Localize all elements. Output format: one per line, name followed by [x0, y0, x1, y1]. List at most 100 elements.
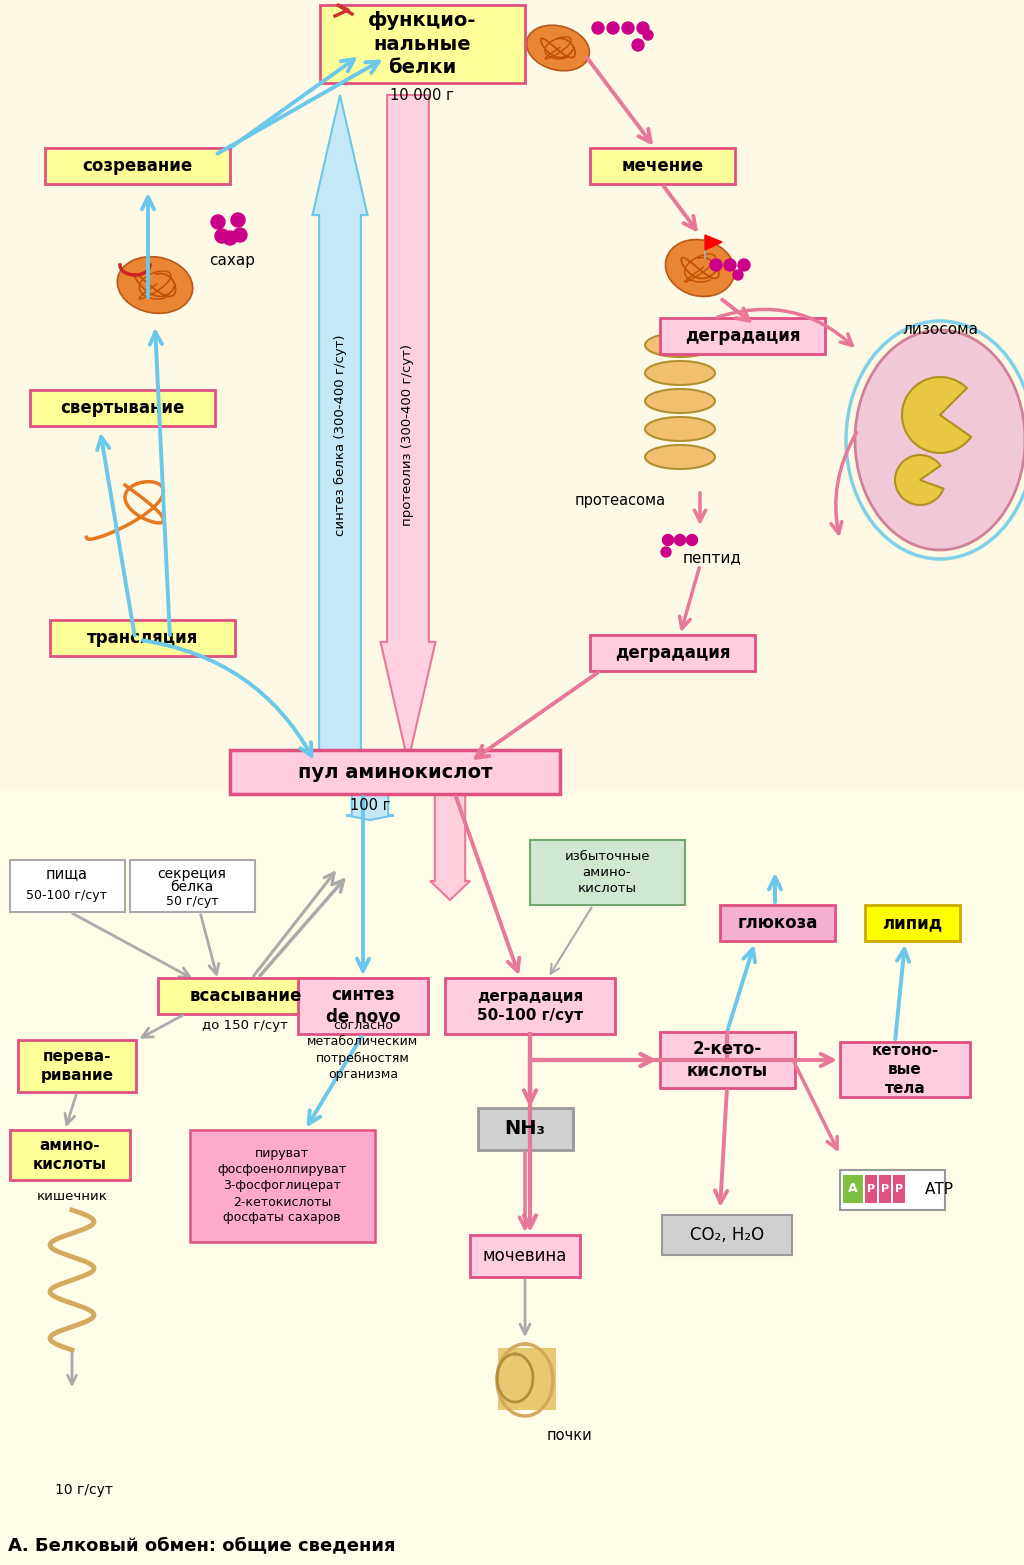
FancyBboxPatch shape: [45, 149, 230, 185]
Text: пептид: пептид: [683, 551, 741, 565]
Text: пища: пища: [46, 867, 88, 881]
FancyBboxPatch shape: [30, 390, 215, 426]
FancyBboxPatch shape: [662, 1214, 792, 1255]
Text: глюкоза: глюкоза: [737, 914, 818, 933]
Circle shape: [724, 258, 736, 271]
Text: согласно
метаболическим
потребностям
организма: согласно метаболическим потребностям орг…: [307, 1019, 419, 1080]
Text: до 150 г/сут: до 150 г/сут: [202, 1019, 288, 1031]
Circle shape: [231, 213, 245, 227]
FancyBboxPatch shape: [0, 0, 1024, 790]
FancyBboxPatch shape: [843, 1175, 863, 1203]
Ellipse shape: [118, 257, 193, 313]
Text: 10 г/сут: 10 г/сут: [55, 1484, 113, 1498]
Text: лизосома: лизосома: [902, 322, 978, 338]
Text: АТP: АТP: [925, 1183, 954, 1197]
Ellipse shape: [855, 330, 1024, 549]
FancyBboxPatch shape: [840, 1042, 970, 1097]
Text: мочевина: мочевина: [482, 1247, 567, 1265]
Ellipse shape: [645, 390, 715, 413]
FancyBboxPatch shape: [498, 1347, 556, 1410]
FancyBboxPatch shape: [130, 861, 255, 912]
Text: перева-
ривание: перева- ривание: [41, 1049, 114, 1083]
Text: кетоно-
вые
тела: кетоно- вые тела: [871, 1044, 939, 1096]
FancyBboxPatch shape: [470, 1235, 580, 1277]
FancyBboxPatch shape: [590, 635, 755, 671]
Text: CO₂, H₂O: CO₂, H₂O: [690, 1225, 764, 1244]
FancyBboxPatch shape: [478, 1108, 573, 1150]
Text: синтез белка (300-400 г/сут): синтез белка (300-400 г/сут): [334, 335, 346, 535]
Circle shape: [215, 228, 229, 243]
FancyBboxPatch shape: [0, 790, 1024, 1565]
Text: 50 г/сут: 50 г/сут: [166, 895, 218, 908]
FancyBboxPatch shape: [230, 750, 560, 793]
FancyBboxPatch shape: [865, 1175, 877, 1203]
Text: почки: почки: [547, 1427, 593, 1443]
Circle shape: [607, 22, 618, 34]
Text: амино-
кислоты: амино- кислоты: [33, 1138, 106, 1172]
Text: свертывание: свертывание: [60, 399, 184, 416]
Ellipse shape: [645, 362, 715, 385]
Text: избыточные
амино-
кислоты: избыточные амино- кислоты: [564, 850, 650, 895]
FancyBboxPatch shape: [50, 620, 234, 656]
Polygon shape: [346, 793, 394, 820]
FancyBboxPatch shape: [590, 149, 735, 185]
Circle shape: [662, 548, 671, 557]
Text: секреция: секреция: [158, 867, 226, 881]
Text: мечение: мечение: [622, 156, 703, 175]
Polygon shape: [312, 95, 368, 762]
Text: созревание: созревание: [82, 156, 193, 175]
FancyBboxPatch shape: [660, 1031, 795, 1088]
Text: A: A: [848, 1183, 858, 1196]
Text: деградация: деградация: [685, 327, 800, 344]
Text: трансляция: трансляция: [87, 629, 199, 646]
Circle shape: [738, 258, 750, 271]
Text: пул аминокислот: пул аминокислот: [298, 762, 493, 781]
Text: А. Белковый обмен: общие сведения: А. Белковый обмен: общие сведения: [8, 1535, 395, 1554]
Ellipse shape: [645, 444, 715, 470]
Text: всасывание: всасывание: [189, 988, 302, 1005]
Text: функцио-
нальные
белки: функцио- нальные белки: [369, 11, 477, 77]
FancyBboxPatch shape: [190, 1130, 375, 1243]
FancyBboxPatch shape: [10, 1130, 130, 1180]
Wedge shape: [895, 455, 943, 505]
Text: пируват
фосфоенолпируват
3-фосфоглицерат
2-кетокислоты
фосфаты сахаров: пируват фосфоенолпируват 3-фосфоглицерат…: [217, 1147, 347, 1224]
FancyBboxPatch shape: [530, 840, 685, 905]
Polygon shape: [430, 793, 470, 900]
Text: 10 000 г: 10 000 г: [390, 88, 454, 102]
Circle shape: [592, 22, 604, 34]
Circle shape: [643, 30, 653, 41]
Text: деградация: деградация: [614, 645, 730, 662]
Circle shape: [663, 535, 674, 546]
Text: P: P: [867, 1185, 876, 1194]
Circle shape: [223, 232, 237, 246]
Text: 2-кето-
кислоты: 2-кето- кислоты: [687, 1039, 768, 1080]
FancyBboxPatch shape: [158, 978, 333, 1014]
FancyBboxPatch shape: [865, 905, 961, 941]
FancyBboxPatch shape: [720, 905, 835, 941]
Ellipse shape: [666, 239, 734, 296]
Text: протеасома: протеасома: [574, 493, 666, 507]
Text: синтез
de novo: синтез de novo: [326, 986, 400, 1027]
Circle shape: [632, 39, 644, 52]
Text: 100 г: 100 г: [350, 798, 390, 814]
Text: кишечник: кишечник: [37, 1189, 108, 1202]
FancyBboxPatch shape: [298, 978, 428, 1034]
Text: P: P: [881, 1185, 889, 1194]
Wedge shape: [902, 377, 971, 452]
Circle shape: [686, 535, 697, 546]
Text: липид: липид: [883, 914, 942, 933]
Text: P: P: [895, 1185, 903, 1194]
FancyBboxPatch shape: [18, 1041, 136, 1092]
Circle shape: [710, 258, 722, 271]
Ellipse shape: [645, 416, 715, 441]
Polygon shape: [705, 235, 722, 250]
FancyBboxPatch shape: [840, 1171, 945, 1210]
Ellipse shape: [526, 25, 590, 70]
FancyBboxPatch shape: [893, 1175, 905, 1203]
FancyBboxPatch shape: [445, 978, 615, 1034]
Text: белка: белка: [170, 880, 214, 894]
Text: 50-100 г/сут: 50-100 г/сут: [27, 889, 108, 901]
Circle shape: [211, 214, 225, 228]
Circle shape: [675, 535, 685, 546]
FancyBboxPatch shape: [660, 318, 825, 354]
